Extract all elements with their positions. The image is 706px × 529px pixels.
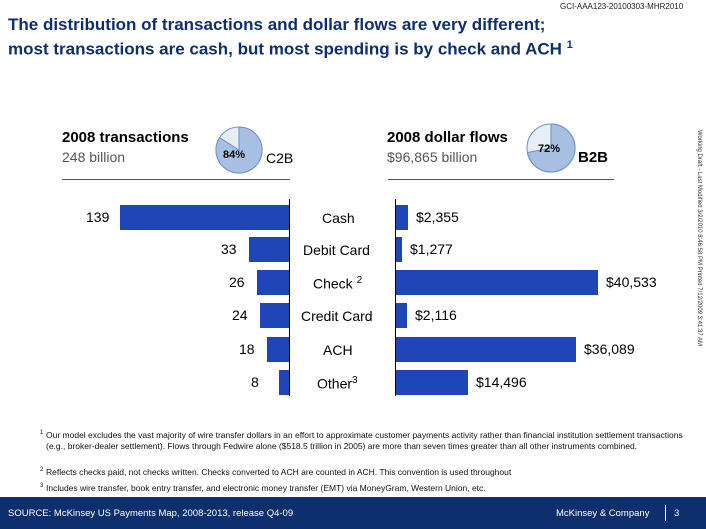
left-value-check: 26	[229, 274, 245, 290]
right-panel-rule	[388, 179, 614, 180]
right-axis-line	[395, 199, 396, 396]
footnote-1-text: Our model excludes the vast majority of …	[46, 430, 683, 451]
left-value-credit-card: 24	[232, 307, 248, 323]
left-pie-percent: 84%	[223, 149, 246, 161]
category-debit-card: Debit Card	[303, 242, 370, 258]
left-value-debit-card: 33	[221, 241, 237, 257]
left-bar-cash	[120, 205, 289, 230]
right-bar-debit-card	[396, 237, 402, 262]
category-ach: ACH	[323, 342, 353, 358]
right-panel-title: 2008 dollar flows	[387, 129, 508, 146]
footer-bar	[0, 497, 706, 529]
left-bar-other	[279, 370, 289, 395]
left-bar-credit-card	[260, 303, 289, 328]
right-pie	[526, 123, 576, 173]
right-bar-check	[396, 270, 598, 295]
right-pie-percent: 72%	[538, 143, 561, 155]
title-line-2: most transactions are cash, but most spe…	[8, 35, 688, 60]
category-check: Check 2	[313, 275, 362, 292]
category-sup-other: 3	[352, 375, 358, 386]
left-value-other: 8	[251, 374, 259, 390]
footnote-2-text: Reflects checks paid, not checks written…	[46, 467, 512, 477]
left-axis-line	[289, 199, 290, 396]
right-value-cash: $2,355	[416, 209, 459, 225]
left-bar-check	[257, 270, 289, 295]
category-sup-check: 2	[356, 275, 363, 286]
footnote-1: 1 Our model excludes the vast majority o…	[40, 430, 686, 451]
page-number: 3	[674, 508, 680, 519]
category-other: Other3	[317, 375, 358, 392]
right-value-ach: $36,089	[584, 341, 635, 357]
footnote-3-text: Includes wire transfer, book entry trans…	[46, 483, 486, 493]
document-id: GCI-AAA123-20100303-MHR2010	[560, 2, 684, 11]
category-credit-card: Credit Card	[301, 308, 373, 324]
footnote-3: 3 Includes wire transfer, book entry tra…	[40, 483, 686, 494]
left-panel-subtitle: 248 billion	[62, 149, 126, 165]
footnote-2: 2 Reflects checks paid, not checks writt…	[40, 467, 686, 478]
footnote-2-mark: 2	[40, 467, 44, 473]
category-cash: Cash	[322, 210, 355, 226]
title-footnote-mark: 1	[566, 39, 573, 51]
right-bar-credit-card	[396, 303, 407, 328]
right-value-credit-card: $2,116	[415, 307, 457, 323]
right-bar-other	[396, 370, 468, 395]
side-metadata-text: Working Draft - Last Modified 3/2/2010 8…	[696, 130, 702, 347]
brand-name: McKinsey & Company	[556, 508, 650, 519]
category-text-cash: Cash	[322, 210, 355, 226]
footnote-3-mark: 3	[40, 483, 44, 489]
left-panel-title: 2008 transactions	[62, 129, 189, 146]
left-value-cash: 139	[86, 209, 110, 225]
left-bar-debit-card	[249, 237, 289, 262]
right-value-check: $40,533	[606, 274, 657, 290]
category-text-other: Other	[317, 375, 353, 392]
left-value-ach: 18	[239, 341, 255, 357]
page-title: The distribution of transactions and dol…	[8, 14, 688, 60]
right-bar-cash	[396, 205, 408, 230]
right-bar-ach	[396, 337, 576, 362]
title-line-2-text: most transactions are cash, but most spe…	[8, 39, 562, 59]
left-pie	[215, 126, 263, 174]
left-bar-ach	[267, 337, 289, 362]
category-text-check: Check	[313, 275, 353, 292]
source-note: SOURCE: McKinsey US Payments Map, 2008-2…	[8, 508, 294, 519]
category-text-debit-card: Debit Card	[303, 242, 370, 258]
category-text-credit-card: Credit Card	[301, 308, 373, 324]
left-pie-slice	[215, 126, 263, 174]
right-panel-subtitle: $96,865 billion	[387, 149, 478, 165]
footnote-1-mark: 1	[40, 430, 44, 436]
right-pie-slice	[526, 123, 576, 173]
category-text-ach: ACH	[323, 342, 353, 358]
footer-separator	[665, 505, 666, 521]
right-value-debit-card: $1,277	[410, 241, 453, 257]
right-value-other: $14,496	[476, 374, 527, 390]
title-line-1: The distribution of transactions and dol…	[8, 15, 546, 34]
left-panel-rule	[62, 179, 290, 180]
right-pie-label: B2B	[578, 149, 609, 166]
left-pie-label: C2B	[266, 150, 294, 166]
